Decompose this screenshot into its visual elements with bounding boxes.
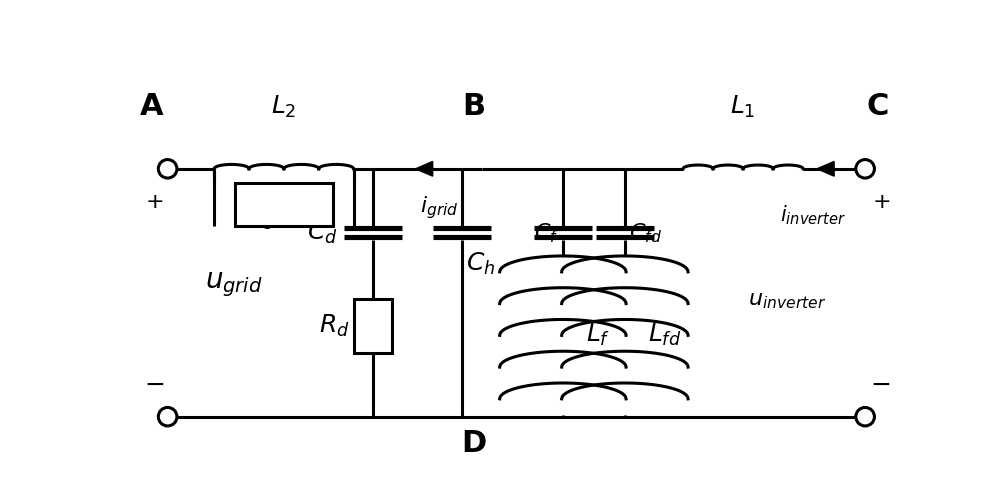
Bar (354, 299, 392, 353)
Text: $-$: $-$ (870, 372, 891, 396)
Text: $C_{fd}$: $C_{fd}$ (629, 221, 662, 244)
Text: $+$: $+$ (145, 192, 163, 212)
Text: $R_d$: $R_d$ (319, 312, 350, 339)
Text: $u_{inverter}$: $u_{inverter}$ (748, 290, 827, 311)
Ellipse shape (856, 159, 874, 178)
Ellipse shape (158, 159, 177, 178)
Text: $C_f$: $C_f$ (534, 221, 559, 244)
Text: $\mathbf{B}$: $\mathbf{B}$ (462, 92, 485, 122)
Text: $L_f$: $L_f$ (586, 322, 610, 349)
Polygon shape (817, 161, 834, 176)
Text: $C_h$: $C_h$ (466, 250, 495, 277)
Text: $L_{fd}$: $L_{fd}$ (648, 322, 681, 349)
Text: $R_g$: $R_g$ (246, 201, 276, 231)
Text: $+$: $+$ (872, 192, 890, 212)
Polygon shape (416, 161, 433, 176)
Text: $\mathbf{D}$: $\mathbf{D}$ (461, 428, 487, 459)
Text: $\mathbf{C}$: $\mathbf{C}$ (866, 92, 888, 122)
Text: $-$: $-$ (144, 372, 164, 396)
Bar (235, 183, 333, 226)
Text: $i_{grid}$: $i_{grid}$ (420, 194, 458, 221)
Ellipse shape (158, 407, 177, 426)
Ellipse shape (856, 407, 874, 426)
Text: $i_{inverter}$: $i_{inverter}$ (780, 204, 846, 227)
Text: $\mathbf{A}$: $\mathbf{A}$ (139, 92, 165, 122)
Text: $L_1$: $L_1$ (730, 94, 756, 120)
Text: $L_2$: $L_2$ (271, 94, 297, 120)
Text: $C_d$: $C_d$ (307, 220, 338, 246)
Text: $u_{grid}$: $u_{grid}$ (205, 271, 262, 299)
